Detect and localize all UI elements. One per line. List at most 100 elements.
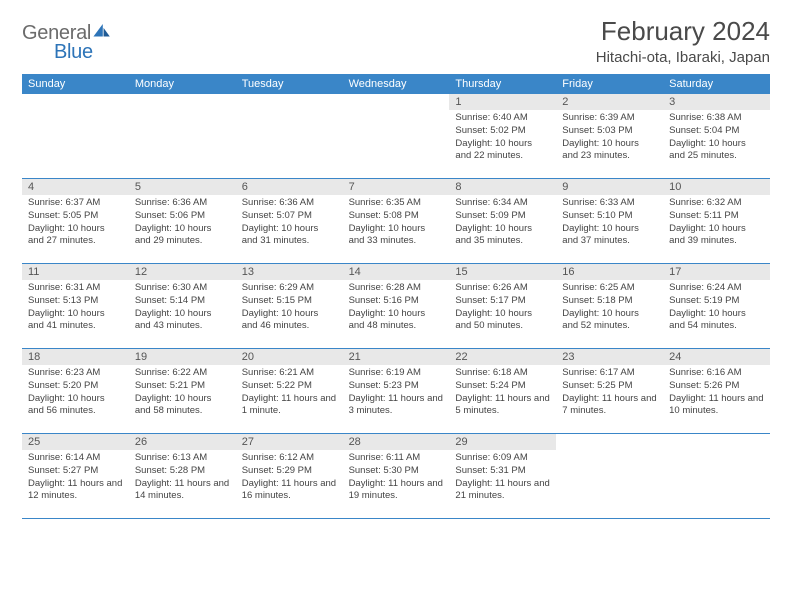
day-number: 7 (343, 179, 450, 195)
sunrise-text: Sunrise: 6:16 AM (669, 367, 764, 380)
sunset-text: Sunset: 5:21 PM (135, 380, 230, 393)
daylight-text: Daylight: 11 hours and 16 minutes. (242, 478, 337, 504)
sunrise-text: Sunrise: 6:21 AM (242, 367, 337, 380)
daylight-text: Daylight: 10 hours and 35 minutes. (455, 223, 550, 249)
daylight-text: Daylight: 10 hours and 22 minutes. (455, 138, 550, 164)
sunrise-text: Sunrise: 6:22 AM (135, 367, 230, 380)
day-details: Sunrise: 6:30 AMSunset: 5:14 PMDaylight:… (129, 280, 236, 337)
day-number: 9 (556, 179, 663, 195)
daylight-text: Daylight: 10 hours and 39 minutes. (669, 223, 764, 249)
day-details: Sunrise: 6:25 AMSunset: 5:18 PMDaylight:… (556, 280, 663, 337)
daylight-text: Daylight: 11 hours and 19 minutes. (349, 478, 444, 504)
day-details: Sunrise: 6:29 AMSunset: 5:15 PMDaylight:… (236, 280, 343, 337)
sunrise-text: Sunrise: 6:26 AM (455, 282, 550, 295)
day-number: 29 (449, 434, 556, 450)
day-number: 8 (449, 179, 556, 195)
day-number: 6 (236, 179, 343, 195)
day-cell (129, 94, 236, 178)
day-cell (22, 94, 129, 178)
day-details: Sunrise: 6:36 AMSunset: 5:07 PMDaylight:… (236, 195, 343, 252)
day-cell: 20Sunrise: 6:21 AMSunset: 5:22 PMDayligh… (236, 349, 343, 433)
sunrise-text: Sunrise: 6:14 AM (28, 452, 123, 465)
day-cell: 2Sunrise: 6:39 AMSunset: 5:03 PMDaylight… (556, 94, 663, 178)
day-number: 28 (343, 434, 450, 450)
day-cell: 18Sunrise: 6:23 AMSunset: 5:20 PMDayligh… (22, 349, 129, 433)
day-number: 21 (343, 349, 450, 365)
day-details: Sunrise: 6:24 AMSunset: 5:19 PMDaylight:… (663, 280, 770, 337)
daylight-text: Daylight: 10 hours and 54 minutes. (669, 308, 764, 334)
day-cell: 15Sunrise: 6:26 AMSunset: 5:17 PMDayligh… (449, 264, 556, 348)
day-number: 15 (449, 264, 556, 280)
sunrise-text: Sunrise: 6:36 AM (135, 197, 230, 210)
day-number: 12 (129, 264, 236, 280)
sunset-text: Sunset: 5:02 PM (455, 125, 550, 138)
day-cell: 23Sunrise: 6:17 AMSunset: 5:25 PMDayligh… (556, 349, 663, 433)
day-details: Sunrise: 6:33 AMSunset: 5:10 PMDaylight:… (556, 195, 663, 252)
sunrise-text: Sunrise: 6:35 AM (349, 197, 444, 210)
day-number: 2 (556, 94, 663, 110)
sunrise-text: Sunrise: 6:31 AM (28, 282, 123, 295)
day-number: 18 (22, 349, 129, 365)
day-cell: 7Sunrise: 6:35 AMSunset: 5:08 PMDaylight… (343, 179, 450, 263)
day-details: Sunrise: 6:19 AMSunset: 5:23 PMDaylight:… (343, 365, 450, 422)
day-cell: 4Sunrise: 6:37 AMSunset: 5:05 PMDaylight… (22, 179, 129, 263)
day-cell: 5Sunrise: 6:36 AMSunset: 5:06 PMDaylight… (129, 179, 236, 263)
day-cell: 12Sunrise: 6:30 AMSunset: 5:14 PMDayligh… (129, 264, 236, 348)
day-cell: 1Sunrise: 6:40 AMSunset: 5:02 PMDaylight… (449, 94, 556, 178)
sunrise-text: Sunrise: 6:11 AM (349, 452, 444, 465)
day-cell (343, 94, 450, 178)
day-number: 24 (663, 349, 770, 365)
sunset-text: Sunset: 5:14 PM (135, 295, 230, 308)
daylight-text: Daylight: 11 hours and 21 minutes. (455, 478, 550, 504)
day-details: Sunrise: 6:09 AMSunset: 5:31 PMDaylight:… (449, 450, 556, 507)
daylight-text: Daylight: 10 hours and 50 minutes. (455, 308, 550, 334)
day-details: Sunrise: 6:13 AMSunset: 5:28 PMDaylight:… (129, 450, 236, 507)
sunset-text: Sunset: 5:16 PM (349, 295, 444, 308)
logo-sail-icon (92, 24, 112, 43)
sunset-text: Sunset: 5:15 PM (242, 295, 337, 308)
day-details: Sunrise: 6:28 AMSunset: 5:16 PMDaylight:… (343, 280, 450, 337)
day-cell: 11Sunrise: 6:31 AMSunset: 5:13 PMDayligh… (22, 264, 129, 348)
sunset-text: Sunset: 5:26 PM (669, 380, 764, 393)
sunset-text: Sunset: 5:24 PM (455, 380, 550, 393)
sunrise-text: Sunrise: 6:25 AM (562, 282, 657, 295)
calendar-grid: Sunday Monday Tuesday Wednesday Thursday… (22, 74, 770, 519)
sunset-text: Sunset: 5:19 PM (669, 295, 764, 308)
sunset-text: Sunset: 5:10 PM (562, 210, 657, 223)
daylight-text: Daylight: 10 hours and 33 minutes. (349, 223, 444, 249)
day-cell: 6Sunrise: 6:36 AMSunset: 5:07 PMDaylight… (236, 179, 343, 263)
daylight-text: Daylight: 11 hours and 12 minutes. (28, 478, 123, 504)
sunset-text: Sunset: 5:13 PM (28, 295, 123, 308)
day-cell: 8Sunrise: 6:34 AMSunset: 5:09 PMDaylight… (449, 179, 556, 263)
day-cell: 28Sunrise: 6:11 AMSunset: 5:30 PMDayligh… (343, 434, 450, 518)
dow-wednesday: Wednesday (343, 74, 450, 94)
daylight-text: Daylight: 10 hours and 46 minutes. (242, 308, 337, 334)
logo-text-blue: Blue (54, 41, 93, 63)
day-details: Sunrise: 6:36 AMSunset: 5:06 PMDaylight:… (129, 195, 236, 252)
day-details: Sunrise: 6:40 AMSunset: 5:02 PMDaylight:… (449, 110, 556, 167)
sunset-text: Sunset: 5:11 PM (669, 210, 764, 223)
day-cell: 27Sunrise: 6:12 AMSunset: 5:29 PMDayligh… (236, 434, 343, 518)
daylight-text: Daylight: 10 hours and 56 minutes. (28, 393, 123, 419)
day-details: Sunrise: 6:23 AMSunset: 5:20 PMDaylight:… (22, 365, 129, 422)
day-cell: 22Sunrise: 6:18 AMSunset: 5:24 PMDayligh… (449, 349, 556, 433)
sunrise-text: Sunrise: 6:37 AM (28, 197, 123, 210)
day-details: Sunrise: 6:17 AMSunset: 5:25 PMDaylight:… (556, 365, 663, 422)
dow-sunday: Sunday (22, 74, 129, 94)
sunrise-text: Sunrise: 6:09 AM (455, 452, 550, 465)
sunrise-text: Sunrise: 6:32 AM (669, 197, 764, 210)
sunrise-text: Sunrise: 6:40 AM (455, 112, 550, 125)
day-details: Sunrise: 6:39 AMSunset: 5:03 PMDaylight:… (556, 110, 663, 167)
week-row: 1Sunrise: 6:40 AMSunset: 5:02 PMDaylight… (22, 94, 770, 179)
day-details: Sunrise: 6:16 AMSunset: 5:26 PMDaylight:… (663, 365, 770, 422)
sunrise-text: Sunrise: 6:28 AM (349, 282, 444, 295)
week-row: 11Sunrise: 6:31 AMSunset: 5:13 PMDayligh… (22, 264, 770, 349)
dow-thursday: Thursday (449, 74, 556, 94)
sunset-text: Sunset: 5:29 PM (242, 465, 337, 478)
day-number: 1 (449, 94, 556, 110)
logo: GeneralBlue (22, 22, 112, 64)
dow-tuesday: Tuesday (236, 74, 343, 94)
sunset-text: Sunset: 5:05 PM (28, 210, 123, 223)
day-cell: 24Sunrise: 6:16 AMSunset: 5:26 PMDayligh… (663, 349, 770, 433)
sunset-text: Sunset: 5:09 PM (455, 210, 550, 223)
